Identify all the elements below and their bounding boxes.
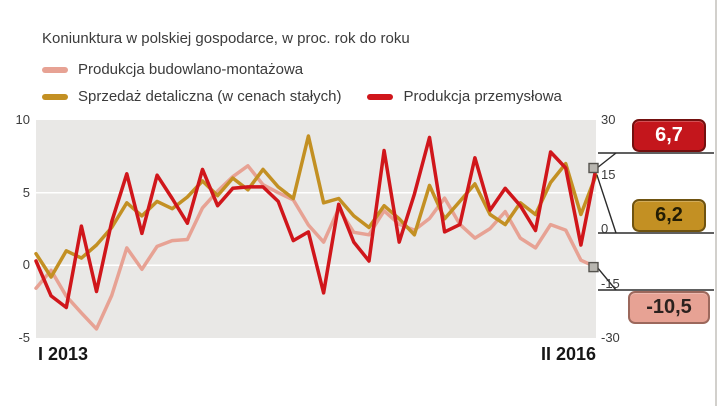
legend-label-industry: Produkcja przemysłowa bbox=[403, 88, 562, 105]
left-axis-tick: 5 bbox=[22, 184, 30, 200]
page-edge-line bbox=[715, 0, 717, 406]
badge-leader-elbow bbox=[596, 174, 617, 234]
right-axis-tick: -30 bbox=[601, 330, 620, 345]
x-axis-label-start: I 2013 bbox=[38, 344, 89, 364]
right-axis-tick: 15 bbox=[601, 166, 616, 182]
series-end-marker bbox=[588, 261, 599, 273]
plot-area bbox=[36, 120, 596, 338]
badge-retail-sales: 6,2 bbox=[632, 199, 706, 232]
series-line bbox=[34, 135, 598, 310]
legend-row-1: Produkcja budowlano-montażowa bbox=[42, 56, 562, 83]
legend-swatch-retail-icon bbox=[42, 93, 68, 100]
badge-leader-elbow bbox=[596, 266, 617, 291]
chart-title: Koniunktura w polskiej gospodarce, w pro… bbox=[42, 30, 410, 47]
right-axis-tick: -15 bbox=[601, 275, 620, 291]
legend-swatch-construction-icon bbox=[42, 66, 68, 73]
right-axis-tick: 0 bbox=[601, 221, 609, 236]
legend: Produkcja budowlano-montażowa Sprzedaż d… bbox=[42, 56, 562, 110]
badge-leader-elbow bbox=[596, 152, 617, 169]
badge-industrial-production: 6,7 bbox=[632, 119, 706, 152]
x-axis-label-end: II 2016 bbox=[540, 344, 596, 364]
left-axis-tick: 0 bbox=[22, 257, 30, 273]
legend-swatch-industry-icon bbox=[367, 93, 394, 100]
badge-construction: -10,5 bbox=[628, 291, 710, 324]
legend-label-retail: Sprzedaż detaliczna (w cenach stałych) bbox=[78, 88, 342, 105]
series-line bbox=[34, 134, 598, 279]
right-axis-tick: 30 bbox=[601, 112, 616, 127]
left-axis-tick: -5 bbox=[18, 330, 30, 345]
left-axis-tick: 10 bbox=[15, 112, 30, 127]
legend-row-2: Sprzedaż detaliczna (w cenach stałych) P… bbox=[42, 83, 562, 110]
legend-label-construction: Produkcja budowlano-montażowa bbox=[78, 61, 304, 78]
series-line bbox=[34, 164, 598, 331]
series-end-marker bbox=[588, 162, 599, 174]
